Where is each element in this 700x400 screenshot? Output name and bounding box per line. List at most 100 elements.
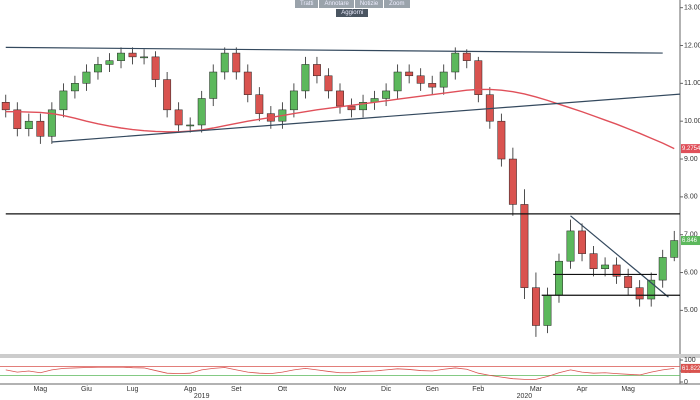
candle-body bbox=[105, 60, 114, 65]
x-tick-label: Gen bbox=[426, 386, 439, 393]
candle-body bbox=[186, 124, 195, 127]
candle-body bbox=[70, 83, 79, 92]
y-tick-label: 7.00 bbox=[684, 232, 698, 239]
candle-body bbox=[197, 98, 206, 126]
tool-button[interactable]: Annotare bbox=[319, 0, 354, 8]
x-tick-label: Giu bbox=[81, 386, 92, 393]
candle-body bbox=[232, 52, 241, 73]
x-tick-label: Ott bbox=[278, 386, 287, 393]
candle-body bbox=[336, 90, 344, 107]
candle-body bbox=[601, 264, 610, 270]
candle-body bbox=[94, 64, 102, 73]
candle-body bbox=[301, 64, 310, 92]
candle-body bbox=[589, 253, 598, 270]
candle-body bbox=[612, 264, 621, 277]
trendline bbox=[570, 215, 669, 298]
pane-divider bbox=[0, 354, 700, 358]
candle-body bbox=[140, 56, 149, 59]
candle-body bbox=[47, 109, 56, 137]
value-label: 9.2754 bbox=[682, 146, 700, 152]
candle-body bbox=[24, 120, 33, 130]
candle-body bbox=[531, 287, 540, 326]
x-tick-label: Lug bbox=[127, 386, 139, 393]
value-label: 6.846 bbox=[682, 238, 698, 244]
candle-body bbox=[313, 64, 321, 77]
candle-body bbox=[128, 52, 137, 58]
value-box bbox=[681, 363, 700, 373]
toolbar: Tratti Annotare Notizie Zoom Aggiorni bbox=[295, 0, 410, 17]
x-tick-label: Mar bbox=[530, 386, 543, 393]
candle-body bbox=[324, 75, 333, 92]
candle-body bbox=[543, 294, 552, 326]
candle-body bbox=[163, 79, 172, 111]
x-tick-label: Mag bbox=[621, 386, 635, 393]
year-label: 2019 bbox=[194, 393, 210, 400]
candle-body bbox=[209, 71, 218, 99]
y-tick-label: 11.00 bbox=[684, 80, 700, 87]
tool-button[interactable]: Zoom bbox=[384, 0, 410, 8]
candle-body bbox=[82, 71, 91, 84]
candle-body bbox=[624, 276, 633, 288]
year-label: 2020 bbox=[517, 393, 533, 400]
candle-body bbox=[289, 90, 298, 111]
candle-body bbox=[1, 102, 10, 111]
candle-body bbox=[462, 52, 471, 61]
trendline bbox=[51, 93, 681, 143]
candle-body bbox=[255, 94, 264, 114]
candle-body bbox=[428, 83, 437, 88]
candle-body bbox=[416, 75, 425, 84]
candle-body bbox=[508, 158, 517, 205]
value-label: 61.8229 bbox=[682, 366, 700, 372]
y-tick-label: 9.00 bbox=[684, 156, 698, 163]
candle-body bbox=[647, 279, 656, 300]
candle-body bbox=[670, 240, 679, 258]
candle-body bbox=[59, 90, 68, 111]
candle-body bbox=[520, 204, 529, 288]
value-box bbox=[681, 144, 700, 154]
candle-body bbox=[117, 52, 125, 61]
candle-body bbox=[13, 109, 22, 130]
y-tick-label: 6.00 bbox=[684, 269, 698, 276]
candle-body bbox=[497, 120, 506, 160]
y-tick-label: 10.00 bbox=[684, 118, 700, 125]
candle-body bbox=[347, 105, 356, 111]
candle-body bbox=[405, 71, 414, 77]
candle-body bbox=[439, 71, 448, 88]
candle-body bbox=[220, 52, 229, 73]
toolbar-row: Tratti Annotare Notizie Zoom bbox=[295, 0, 410, 8]
x-tick-label: Apr bbox=[577, 386, 589, 393]
x-tick-label: Feb bbox=[472, 386, 484, 393]
x-tick-label: Set bbox=[231, 386, 242, 393]
y-tick-label: 13.00 bbox=[684, 5, 700, 12]
candle-body bbox=[359, 102, 367, 111]
candle-body bbox=[474, 60, 483, 95]
candle-body bbox=[382, 90, 391, 99]
x-tick-label: Mag bbox=[34, 386, 48, 393]
candle-body bbox=[578, 230, 586, 254]
value-box bbox=[681, 236, 700, 246]
candle-body bbox=[36, 120, 45, 137]
x-tick-label: Ago bbox=[184, 386, 197, 393]
y-tick-label: 100 bbox=[684, 357, 696, 364]
candle-body bbox=[635, 287, 644, 300]
tool-button[interactable]: Tratti bbox=[295, 0, 319, 8]
candle-body bbox=[451, 52, 460, 73]
tool-button[interactable]: Notizie bbox=[354, 0, 384, 8]
refresh-button[interactable]: Aggiorni bbox=[336, 9, 369, 17]
candle-body bbox=[174, 109, 183, 126]
candle-body bbox=[658, 257, 667, 281]
y-tick-label: 12.00 bbox=[684, 42, 700, 49]
x-tick-label: Dic bbox=[381, 386, 392, 393]
candle-body bbox=[566, 230, 575, 262]
rsi-line bbox=[5, 366, 675, 380]
y-tick-label: 5.00 bbox=[684, 307, 698, 314]
trendline bbox=[5, 46, 663, 54]
candle-body bbox=[555, 260, 563, 296]
y-tick-label: 0 bbox=[684, 379, 688, 386]
candle-body bbox=[243, 71, 252, 95]
x-tick-label: Nov bbox=[334, 386, 347, 393]
candle-body bbox=[151, 56, 160, 80]
